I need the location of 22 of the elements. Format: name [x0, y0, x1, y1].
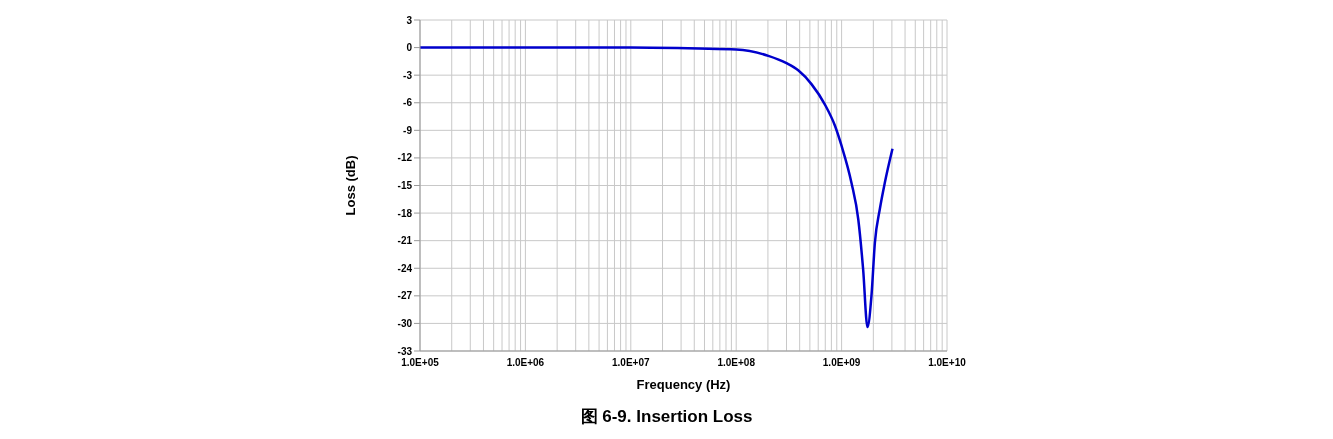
y-tick-label: -3 — [403, 69, 413, 81]
x-tick-label: 1.0E+08 — [717, 357, 756, 369]
y-tick-label: -30 — [397, 317, 413, 329]
x-tick-label: 1.0E+07 — [612, 357, 650, 369]
y-tick-label: -12 — [397, 152, 413, 164]
x-tick-label: 1.0E+09 — [822, 357, 861, 369]
x-tick-label: 1.0E+06 — [506, 357, 545, 369]
y-axis-title: Loss (dB) — [342, 155, 358, 216]
y-tick-label: -27 — [397, 290, 413, 302]
y-tick-label: -15 — [397, 180, 413, 192]
y-tick-label: 0 — [406, 42, 413, 54]
y-tick-label: -33 — [397, 345, 413, 357]
x-axis-title: Frequency (Hz) — [636, 377, 731, 392]
text: 图 6-9. Insertion Loss — [579, 406, 754, 428]
x-tick-label: 1.0E+05 — [401, 357, 440, 369]
x-tick-label: 1.0E+10 — [928, 357, 967, 369]
y-tick-label: -21 — [397, 235, 413, 247]
y-tick-label: -9 — [403, 124, 413, 136]
y-tick-label: -6 — [403, 97, 413, 109]
y-tick-label: -24 — [397, 262, 413, 274]
y-tick-label: 3 — [406, 14, 413, 26]
y-tick-label: -18 — [397, 207, 413, 219]
